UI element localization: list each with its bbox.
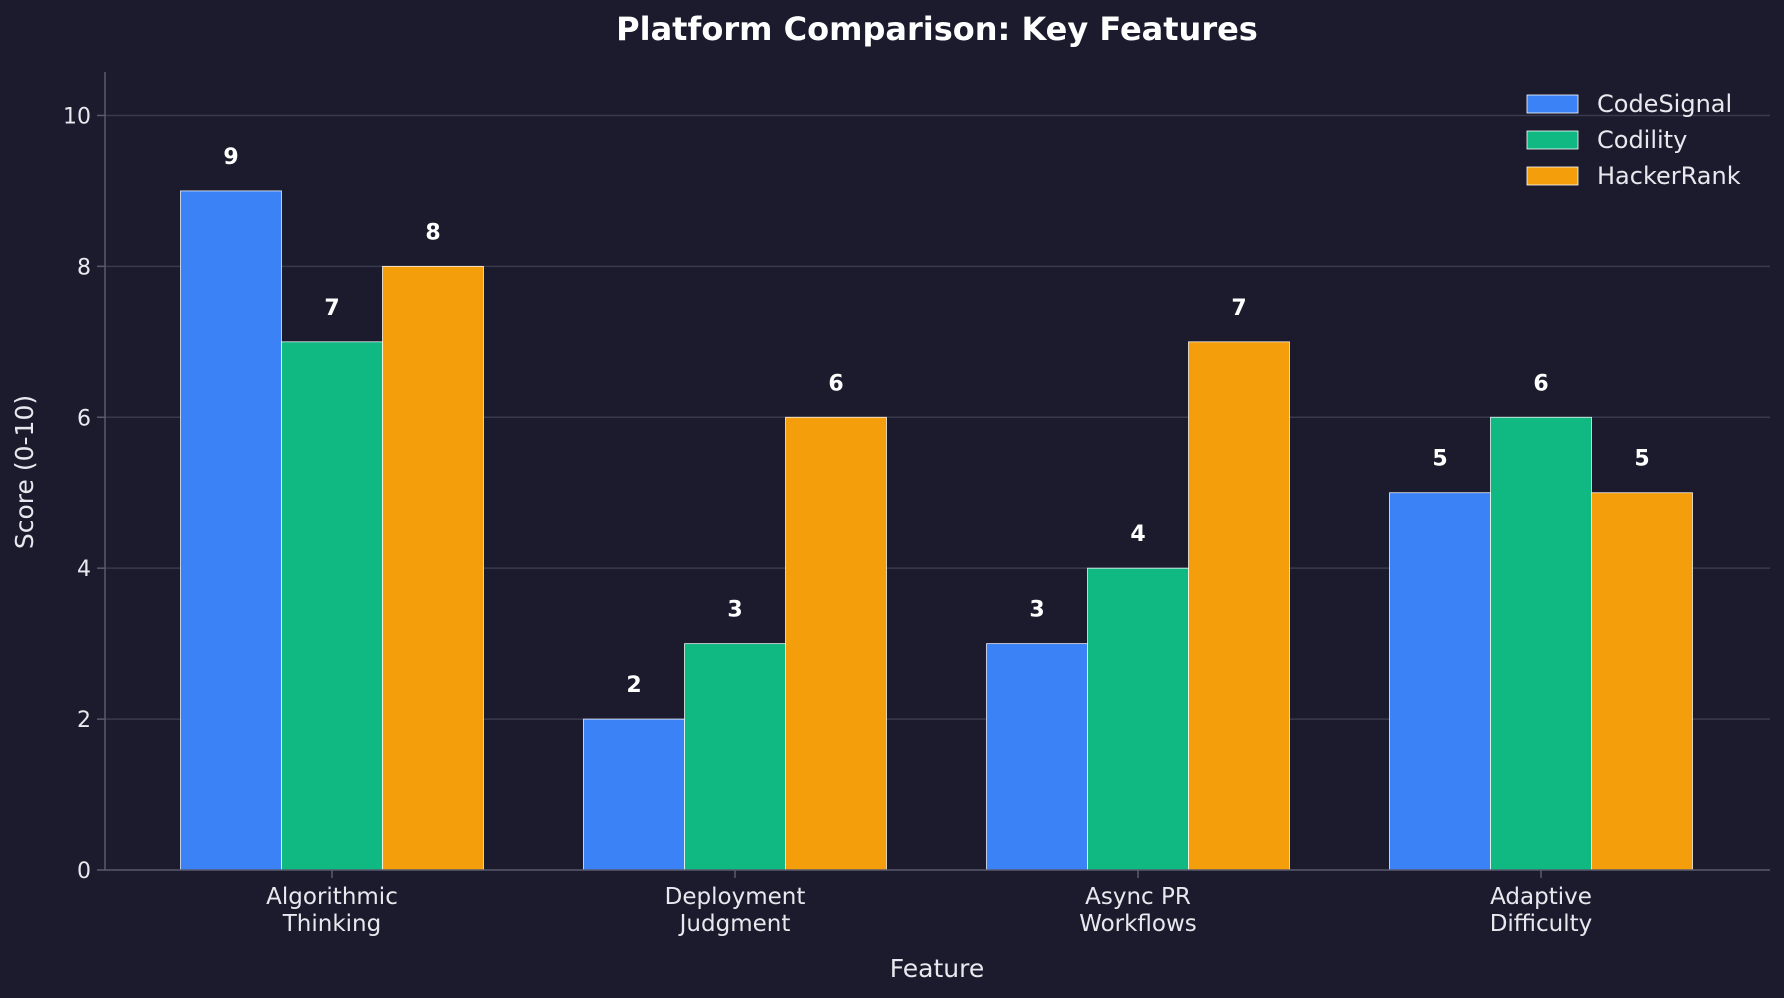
bar-codility [1490, 416, 1592, 871]
y-tick-label: 8 [77, 255, 91, 280]
legend-swatch-codility [1526, 130, 1579, 150]
data-label: 8 [425, 220, 440, 245]
bar-hackerrank [1188, 341, 1290, 871]
bar-hackerrank [1591, 492, 1693, 871]
data-label: 7 [324, 296, 339, 321]
data-label: 5 [1432, 447, 1447, 472]
bar-hackerrank [785, 416, 887, 871]
bar-codility [281, 341, 383, 871]
data-label: 3 [1029, 598, 1044, 623]
bar-codility [684, 643, 786, 871]
bar-codility [1087, 567, 1189, 871]
data-label: 3 [727, 598, 742, 623]
y-tick-label: 2 [77, 708, 91, 733]
x-tick-label: Async PR [1085, 884, 1191, 910]
x-tick-label: Adaptive [1490, 884, 1592, 910]
data-label: 9 [223, 145, 238, 170]
x-tick-label: Workflows [1079, 911, 1197, 937]
bar-codesignal [583, 718, 685, 871]
data-label: 6 [828, 371, 843, 396]
legend-swatch-hackerrank [1526, 166, 1579, 186]
legend-label: CodeSignal [1597, 90, 1732, 118]
data-label: 6 [1533, 371, 1548, 396]
x-tick-label: Thinking [282, 911, 381, 937]
legend-swatch-codesignal [1526, 94, 1579, 114]
bars [180, 190, 1693, 871]
y-tick-label: 0 [77, 859, 91, 884]
x-tick-label: Deployment [665, 884, 806, 910]
data-label: 4 [1130, 522, 1145, 547]
data-label: 2 [626, 673, 641, 698]
y-tick-label: 4 [77, 557, 91, 582]
x-tick-label: Judgment [678, 911, 791, 937]
x-tick-label: Difficulty [1490, 911, 1593, 937]
x-tick-label: Algorithmic [266, 884, 398, 910]
data-label: 5 [1634, 447, 1649, 472]
y-axis-title: Score (0-10) [10, 395, 39, 549]
bar-codesignal [180, 190, 282, 871]
legend-label: Codility [1597, 126, 1687, 154]
x-axis-title: Feature [890, 954, 984, 983]
data-labels: 9 7 8 2 3 6 3 4 7 5 6 5 [223, 145, 1649, 698]
bar-codesignal [1389, 492, 1491, 871]
bar-hackerrank [382, 265, 484, 871]
y-tick-label: 6 [77, 406, 91, 431]
data-label: 7 [1231, 296, 1246, 321]
y-tick-label: 10 [63, 104, 91, 129]
bar-codesignal [986, 643, 1088, 871]
chart-title: Platform Comparison: Key Features [616, 10, 1258, 48]
legend-label: HackerRank [1597, 162, 1741, 190]
legend: CodeSignal Codility HackerRank [1526, 90, 1741, 190]
